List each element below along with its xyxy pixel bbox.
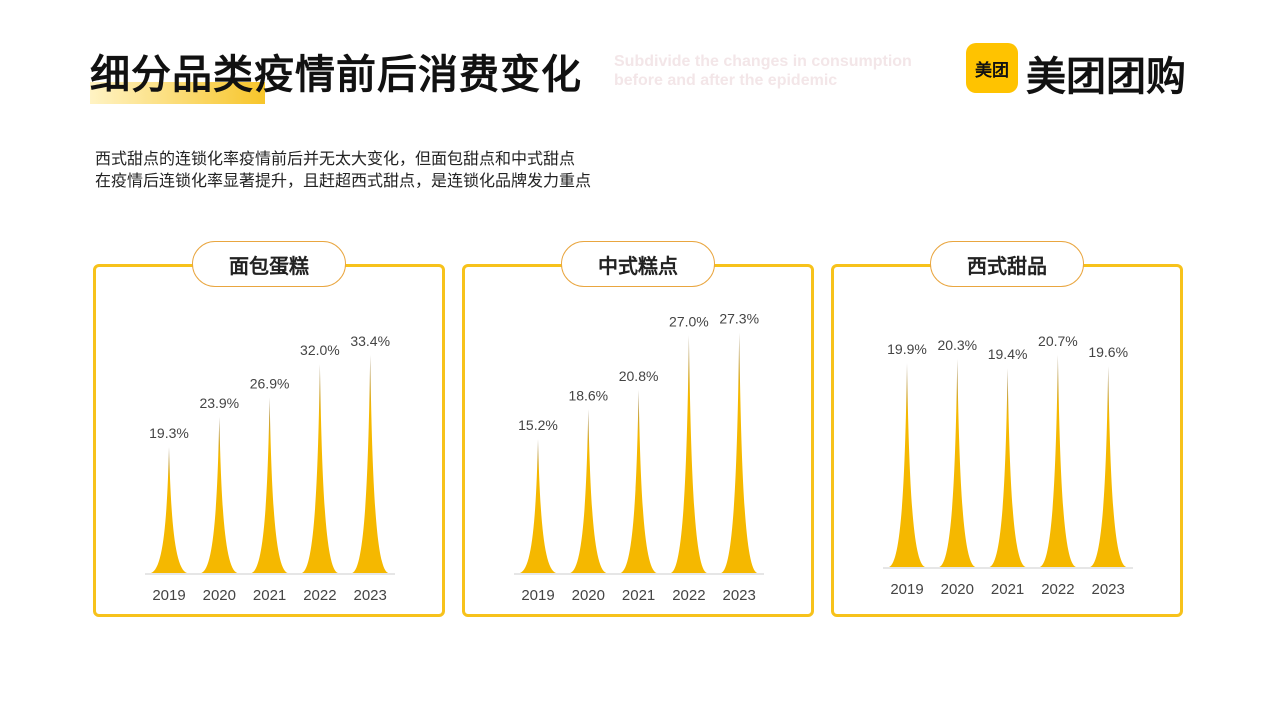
title-highlight [90,82,265,104]
x-tick-label: 2019 [890,581,923,598]
page-subtitle: Subdivide the changes in consumption befo… [614,52,912,90]
brand-name: 美团团购 [1026,54,1186,100]
description-line1: 西式甜点的连锁化率疫情前后并无太大变化，但面包甜点和中式甜点 [95,149,576,168]
bar-spike [670,335,707,573]
x-tick-label: 2020 [941,581,974,598]
x-tick-label: 2022 [1041,581,1074,598]
x-tick-label: 2022 [672,587,705,604]
page-title: 细分品类疫情前后消费变化 [90,52,582,98]
data-label: 27.3% [719,311,759,327]
data-label: 32.0% [300,342,340,358]
bar-spike [251,397,288,573]
x-tick-label: 2019 [152,587,185,604]
chart-title: 面包蛋糕 [192,241,346,287]
bar-spike [352,354,389,573]
bar-spike [570,409,607,573]
subtitle-line1: Subdivide the changes in consumption [614,53,912,70]
data-label: 20.8% [619,368,659,384]
x-tick-label: 2023 [723,587,756,604]
description: 西式甜点的连锁化率疫情前后并无太大变化，但面包甜点和中式甜点 在疫情后连锁化率显著… [95,148,591,192]
data-label: 15.2% [518,417,558,433]
chart-panel-bread-cake: 面包蛋糕 19.3% 2019 23.9% 2020 26.9% 2021 32.0% 2022… [93,241,445,617]
chart-panel-chinese-pastry: 中式糕点 15.2% 2019 18.6% 2020 20.8% 2021 27.0% 2022… [462,241,814,617]
x-tick-label: 2021 [622,587,655,604]
bar-spike [989,368,1026,567]
data-label: 19.3% [149,425,189,441]
data-label: 19.4% [988,346,1028,362]
x-tick-label: 2021 [991,581,1024,598]
subtitle-line2: before and after the epidemic [614,72,838,89]
data-label: 20.3% [937,337,977,353]
bar-spike [721,332,758,573]
chart-title: 西式甜品 [930,241,1084,287]
data-label: 19.6% [1088,344,1128,360]
bar-spike [889,363,925,567]
bar-spike [520,439,556,573]
data-label: 33.4% [350,333,390,349]
bar-spike [939,359,976,567]
bar-spike [301,364,338,573]
data-label: 19.9% [887,341,927,357]
data-label: 20.7% [1038,333,1078,349]
chart-title: 中式糕点 [561,241,715,287]
x-tick-label: 2020 [203,587,236,604]
x-tick-label: 2019 [521,587,554,604]
data-label: 18.6% [568,387,608,403]
x-tick-label: 2022 [303,587,336,604]
x-tick-label: 2023 [354,587,387,604]
chart-panel-western-dessert: 西式甜品 19.9% 2019 20.3% 2020 19.4% 2021 20.7% 2022… [831,241,1183,617]
x-tick-label: 2023 [1092,581,1125,598]
bar-spike [1039,354,1076,567]
data-label: 27.0% [669,313,709,329]
data-label: 23.9% [199,395,239,411]
data-label: 26.9% [250,375,290,391]
bar-spike [620,389,657,573]
x-tick-label: 2021 [253,587,286,604]
chart-svg: 19.9% 2019 20.3% 2020 19.4% 2021 20.7% 2022 19.6… [883,333,1133,598]
description-line2: 在疫情后连锁化率显著提升，且赶超西式甜点，是连锁化品牌发力重点 [95,171,592,190]
bar-spike [201,416,238,573]
bar-spike [151,447,187,573]
x-tick-label: 2020 [572,587,605,604]
chart-svg: 15.2% 2019 18.6% 2020 20.8% 2021 27.0% 2022 27.3… [514,311,764,604]
meituan-logo: 美团 [966,43,1018,93]
chart-svg: 19.3% 2019 23.9% 2020 26.9% 2021 32.0% 2022 33.4… [145,333,395,604]
bar-spike [1090,366,1127,567]
